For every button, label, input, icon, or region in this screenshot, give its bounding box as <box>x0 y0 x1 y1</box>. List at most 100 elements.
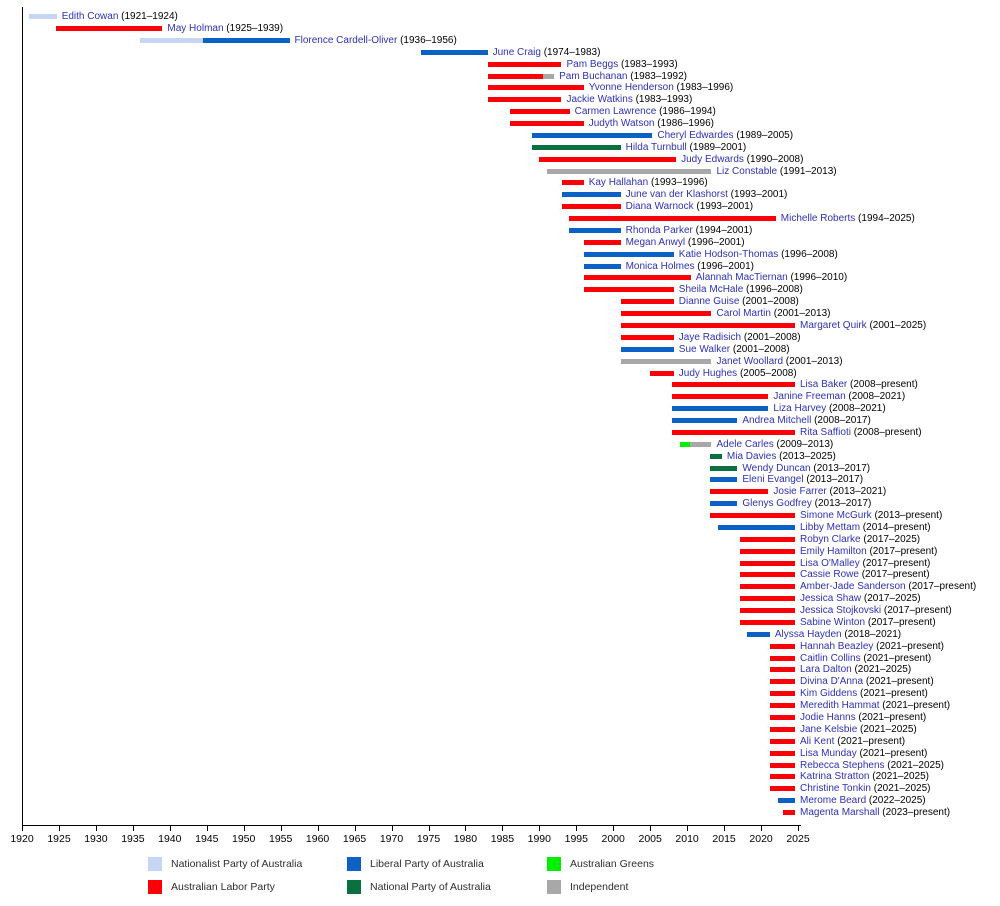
member-name-link[interactable]: Pam Buchanan <box>559 70 628 82</box>
member-label: Jackie Watkins (1983–1993) <box>567 94 693 105</box>
member-name-link[interactable]: Adele Carles <box>716 438 774 450</box>
member-name-link[interactable]: Caitlin Collins <box>800 652 861 664</box>
member-name-link[interactable]: Lisa Munday <box>800 747 857 759</box>
axis-tick <box>724 825 726 831</box>
member-name-link[interactable]: Merome Beard <box>800 795 867 807</box>
legend-label-national: National Party of Australia <box>370 881 491 893</box>
member-years: (2021–present) <box>856 747 928 759</box>
member-name-link[interactable]: Sabine Winton <box>800 616 866 628</box>
member-name-link[interactable]: Lisa O'Malley <box>800 557 860 569</box>
member-name-link[interactable]: Jessica Shaw <box>800 593 862 605</box>
member-name-link[interactable]: Monica Holmes <box>625 260 695 272</box>
member-name-link[interactable]: Christine Tonkin <box>800 783 871 795</box>
member-name-link[interactable]: Michelle Roberts <box>780 213 856 224</box>
axis-tick <box>280 825 282 831</box>
member-name-link[interactable]: Amber-Jade Sanderson <box>800 581 906 593</box>
member-name-link[interactable]: Andrea Mitchell <box>742 415 812 426</box>
member-label: Divina D'Anna (2021–present) <box>800 676 934 687</box>
member-name-link[interactable]: Kay Hallahan <box>588 177 649 189</box>
member-name-link[interactable]: Dianne Guise <box>678 296 740 308</box>
member-label: Judy Edwards (1990–2008) <box>681 154 803 165</box>
member-name-link[interactable]: Divina D'Anna <box>800 676 864 688</box>
member-name-link[interactable]: Jaye Radisich <box>678 331 742 343</box>
axis-tick <box>687 825 689 831</box>
member-years: (2021–present) <box>863 676 934 688</box>
timeline-bar-segment <box>672 394 769 400</box>
member-name-link[interactable]: Wendy Duncan <box>742 462 811 474</box>
member-name-link[interactable]: Alannah MacTiernan <box>695 272 788 284</box>
member-name-link[interactable]: Judy Hughes <box>678 367 738 379</box>
member-name-link[interactable]: Megan Anwyl <box>625 236 686 248</box>
axis-tick <box>576 825 578 831</box>
member-name-link[interactable]: Emily Hamilton <box>800 545 867 557</box>
timeline-bar-segment <box>710 489 769 495</box>
member-name-link[interactable]: Lara Dalton <box>800 664 852 676</box>
member-years: (2022–2025) <box>866 795 926 807</box>
member-name-link[interactable]: Judy Edwards <box>681 153 744 165</box>
member-name-link[interactable]: Jessica Stojkovski <box>800 605 882 616</box>
member-name-link[interactable]: Florence Cardell-Oliver <box>294 34 398 46</box>
member-name-link[interactable]: Sue Walker <box>678 343 731 355</box>
member-name-link[interactable]: Robyn Clarke <box>800 533 861 545</box>
timeline-bar-segment <box>140 37 203 43</box>
member-name-link[interactable]: Janine Freeman <box>773 391 846 403</box>
member-name-link[interactable]: Rita Saffioti <box>800 426 851 438</box>
member-name-link[interactable]: Alyssa Hayden <box>774 628 842 640</box>
member-years: (2008–2021) <box>826 403 886 415</box>
member-name-link[interactable]: Cassie Rowe <box>800 569 859 581</box>
member-label: Jodie Hanns (2021–present) <box>800 712 926 723</box>
member-name-link[interactable]: Edith Cowan <box>61 11 119 23</box>
member-name-link[interactable]: Hilda Turnbull <box>625 141 687 153</box>
member-name-link[interactable]: Magenta Marshall <box>800 807 880 818</box>
member-name-link[interactable]: Sheila McHale <box>678 284 744 296</box>
member-name-link[interactable]: Ali Kent <box>800 735 835 747</box>
member-name-link[interactable]: Cheryl Edwardes <box>657 129 734 141</box>
member-name-link[interactable]: Carol Martin <box>716 308 771 320</box>
member-name-link[interactable]: Eleni Evangel <box>742 474 804 486</box>
member-name-link[interactable]: Rebecca Stephens <box>800 759 885 771</box>
member-name-link[interactable]: Simone McGurk <box>800 510 872 521</box>
member-name-link[interactable]: Josie Farrer <box>773 486 827 498</box>
member-name-link[interactable]: Glenys Godfrey <box>742 498 812 510</box>
member-years: (2017–present) <box>859 557 931 569</box>
member-name-link[interactable]: Yvonne Henderson <box>588 82 674 94</box>
member-name-link[interactable]: June Craig <box>492 46 541 58</box>
member-name-link[interactable]: Mia Davies <box>726 450 777 462</box>
member-name-link[interactable]: Hannah Beazley <box>800 640 874 652</box>
member-name-link[interactable]: Kim Giddens <box>800 688 858 700</box>
member-name-link[interactable]: Carmen Lawrence <box>574 106 657 118</box>
member-name-link[interactable]: Lisa Baker <box>800 379 848 391</box>
member-name-link[interactable]: June van der Klashorst <box>625 189 728 201</box>
axis-tick-label: 1940 <box>158 833 182 845</box>
member-label: May Holman (1925–1939) <box>167 23 283 34</box>
member-name-link[interactable]: Janet Woollard <box>716 355 784 367</box>
member-name-link[interactable]: May Holman <box>167 23 224 34</box>
member-name-link[interactable]: Rhonda Parker <box>625 224 693 236</box>
axis-tick <box>539 825 541 831</box>
member-label: Lisa O'Malley (2017–present) <box>800 558 930 569</box>
member-name-link[interactable]: Libby Mettam <box>800 521 861 533</box>
timeline-bar-segment <box>679 441 691 447</box>
member-name-link[interactable]: Katrina Stratton <box>800 771 870 783</box>
member-name-link[interactable]: Katie Hodson-Thomas <box>678 248 779 260</box>
member-name-link[interactable]: Diana Warnock <box>625 201 694 213</box>
member-label: Eleni Evangel (2013–2017) <box>742 474 863 485</box>
member-name-link[interactable]: Meredith Hammat <box>800 700 880 712</box>
member-name-link[interactable]: Jane Kelsbie <box>800 723 858 735</box>
axis-tick <box>391 825 393 831</box>
timeline-bar-segment <box>740 572 796 578</box>
timeline-bar-segment <box>568 227 621 233</box>
axis-tick-label: 1950 <box>232 833 256 845</box>
member-name-link[interactable]: Judyth Watson <box>588 118 655 129</box>
member-name-link[interactable]: Liza Harvey <box>773 403 827 415</box>
member-years: (2017–present) <box>865 616 936 628</box>
member-years: (2001–2008) <box>739 296 799 308</box>
member-name-link[interactable]: Margaret Quirk <box>800 320 867 331</box>
legend-swatch-labor <box>148 880 162 894</box>
member-name-link[interactable]: Jodie Hanns <box>800 712 856 723</box>
member-name-link[interactable]: Jackie Watkins <box>566 94 633 106</box>
member-name-link[interactable]: Liz Constable <box>716 165 778 177</box>
member-label: Jaye Radisich (2001–2008) <box>679 332 801 343</box>
timeline-bar-segment <box>568 216 776 221</box>
member-name-link[interactable]: Pam Beggs <box>566 58 619 70</box>
